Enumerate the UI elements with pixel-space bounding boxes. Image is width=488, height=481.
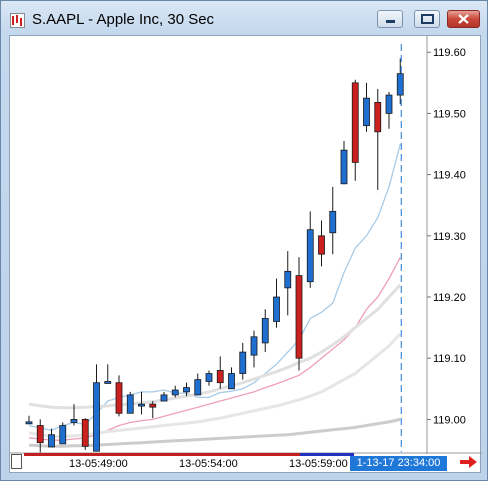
current-time-badge: 1-13-17 23:34:00 [350,456,447,471]
price-tick-label: 119.00 [433,414,466,426]
candle-body [239,351,247,374]
time-label-1: 13-05:49:00 [69,458,128,470]
candle-body [261,318,269,344]
price-tick-label: 119.30 [433,231,466,243]
price-tick-label: 119.50 [433,108,466,120]
price-tick-label: 119.10 [433,353,466,365]
candle-body [126,394,134,414]
candle-body [149,403,157,408]
candle-body [25,421,33,425]
candle-body [205,373,213,382]
minimize-icon [386,20,395,23]
candle-body [351,82,359,163]
restore-button[interactable] [414,10,440,28]
time-label-3: 13-05:59:00 [289,458,348,470]
candle-body [171,389,179,396]
candle-body [104,381,112,384]
window-title: S.AAPL - Apple Inc, 30 Sec [32,11,215,28]
candle-body [374,102,382,133]
time-scroll-strip [24,453,354,456]
scroll-right-arrow-icon[interactable] [459,455,479,469]
candle-body [295,275,303,359]
candle-body [385,94,393,114]
candle-body [318,235,325,255]
scroll-start-box[interactable] [11,454,22,469]
time-scroll-strip-blue [300,453,354,456]
time-label-2: 13-05:54:00 [179,458,238,470]
moving-average-line [28,283,402,410]
moving-average-line [28,143,401,432]
close-button[interactable] [447,10,480,28]
candle-body [340,149,348,185]
candle-body [70,419,78,423]
title-bar[interactable]: S.AAPL - Apple Inc, 30 Sec [1,1,487,35]
candle-body [363,97,370,127]
candle-body [59,425,67,445]
candle-body [216,370,224,384]
candle-body [228,373,235,390]
chart-window-icon [10,13,25,28]
moving-average-line [28,417,401,448]
close-icon [458,14,469,24]
candle-body [396,73,404,96]
candle-body [48,434,55,448]
minimize-button[interactable] [377,10,403,28]
chart-area[interactable]: 119.60 119.50 119.40 119.30 119.20 119.10 119.… [9,35,482,474]
candle-body [115,382,123,414]
price-tick-label: 119.40 [433,170,466,182]
candle-body [81,419,89,447]
moving-average-line [28,332,402,438]
candle-body [250,336,258,356]
price-tick-label: 119.60 [433,47,466,59]
candle-body [329,210,337,234]
candle-body [160,394,168,402]
candle-body [306,229,314,283]
price-tick-label: 119.20 [433,292,466,304]
candle-body [93,382,100,452]
candle-body [36,425,44,444]
candlestick-chart[interactable]: 119.60 119.50 119.40 119.30 119.20 119.10 119.… [10,36,482,474]
candle-body [273,296,280,322]
candle-body [194,379,202,396]
candle-body [284,270,292,289]
restore-icon [421,14,434,24]
moving-average-line [28,256,401,441]
candle-body [138,403,145,407]
candle-body [183,387,190,393]
